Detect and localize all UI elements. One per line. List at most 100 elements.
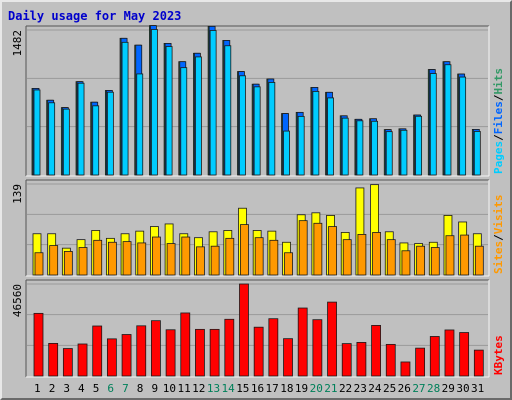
bar-sites-day-5 <box>93 239 103 276</box>
bar-pages-day-21 <box>327 97 334 176</box>
x-tick-label: 21 <box>324 382 337 395</box>
bar-kbytes-day-30 <box>459 332 470 377</box>
bar-pages-day-28 <box>429 73 437 176</box>
bar-pages-day-16 <box>253 86 261 176</box>
x-tick-label: 1 <box>34 382 41 395</box>
x-tick-label: 24 <box>368 382 382 395</box>
bar-kbytes-day-13 <box>209 328 220 377</box>
bar-kbytes-day-5 <box>92 325 103 377</box>
x-tick-label: 14 <box>222 382 236 395</box>
legend-3: KBytes <box>492 335 505 375</box>
x-tick-label: 4 <box>78 382 85 395</box>
bar-sites-day-12 <box>196 246 205 276</box>
bar-sites-day-18 <box>284 252 293 276</box>
x-tick-label: 19 <box>295 382 308 395</box>
bar-kbytes-day-4 <box>77 343 88 377</box>
bar-sites-day-25 <box>386 239 396 276</box>
bar-sites-day-4 <box>78 247 88 276</box>
bar-pages-day-27 <box>415 115 423 176</box>
bar-kbytes-day-15 <box>239 283 249 377</box>
bar-sites-day-20 <box>313 222 323 276</box>
bar-pages-day-22 <box>341 117 349 176</box>
bar-pages-day-25 <box>385 131 393 176</box>
bar-sites-day-11 <box>181 236 191 276</box>
bar-kbytes-day-25 <box>385 343 396 377</box>
bar-kbytes-day-21 <box>327 301 337 377</box>
x-tick-label: 6 <box>107 382 114 395</box>
bar-kbytes-day-16 <box>253 326 264 377</box>
legend-1: Pages/Files/Hits <box>492 68 505 174</box>
legend-item-visits: Visits <box>492 195 505 235</box>
bar-sites-day-24 <box>372 232 381 276</box>
bar-kbytes-day-11 <box>180 312 191 377</box>
bar-pages-day-14 <box>224 45 232 176</box>
x-tick-label: 9 <box>151 382 158 395</box>
bar-sites-day-26 <box>401 250 411 276</box>
bar-pages-day-8 <box>136 73 144 176</box>
legend-separator: / <box>492 94 505 101</box>
bar-kbytes-day-28 <box>429 336 440 377</box>
bar-pages-day-2 <box>48 102 56 176</box>
bar-kbytes-day-3 <box>62 348 73 377</box>
x-tick-label: 12 <box>192 382 205 395</box>
bar-kbytes-day-18 <box>283 338 293 377</box>
x-tick-label: 23 <box>354 382 367 395</box>
bar-kbytes-day-9 <box>151 320 161 377</box>
bar-pages-day-24 <box>371 120 378 176</box>
x-tick-label: 25 <box>383 382 396 395</box>
bar-sites-day-8 <box>137 242 147 276</box>
bar-pages-day-4 <box>77 82 85 176</box>
bar-pages-day-26 <box>400 129 408 176</box>
bar-pages-day-1 <box>33 89 41 176</box>
bar-pages-day-9 <box>151 29 158 176</box>
bar-kbytes-day-31 <box>473 349 484 377</box>
bar-kbytes-day-19 <box>297 307 308 377</box>
legend-item-kbytes: KBytes <box>492 335 505 375</box>
bar-pages-day-20 <box>312 91 320 176</box>
bar-kbytes-day-26 <box>400 361 411 377</box>
x-tick-label: 11 <box>177 382 190 395</box>
bar-sites-day-3 <box>63 251 73 276</box>
legend-item-sites: Sites <box>492 241 505 274</box>
legend-2: Sites/Visits <box>492 195 505 275</box>
bar-pages-day-5 <box>92 105 100 176</box>
bar-pages-day-18 <box>283 130 290 176</box>
bar-pages-day-12 <box>195 56 202 176</box>
x-tick-label: 31 <box>471 382 484 395</box>
bar-pages-day-31 <box>473 131 481 176</box>
bar-sites-day-30 <box>460 234 470 276</box>
bar-kbytes-day-29 <box>444 329 455 377</box>
bar-kbytes-day-20 <box>312 319 323 377</box>
bar-sites-day-14 <box>225 237 235 276</box>
bar-sites-day-29 <box>445 235 455 276</box>
bar-sites-day-31 <box>474 245 484 276</box>
chart-title: Daily usage for May 2023 <box>8 9 181 23</box>
bar-pages-day-15 <box>239 75 246 176</box>
bar-kbytes-day-17 <box>268 318 279 377</box>
bar-kbytes-day-8 <box>136 325 147 377</box>
bar-sites-day-10 <box>166 243 176 276</box>
bar-pages-day-11 <box>180 67 188 176</box>
bar-sites-day-27 <box>416 245 426 276</box>
bar-sites-day-1 <box>34 252 44 276</box>
x-tick-label: 16 <box>251 382 264 395</box>
bar-sites-day-13 <box>210 245 220 276</box>
bar-pages-day-7 <box>121 41 129 176</box>
bar-sites-day-15 <box>240 224 249 276</box>
bar-pages-day-6 <box>106 91 114 176</box>
bar-pages-day-13 <box>209 30 217 176</box>
legend-item-hits: Hits <box>492 68 505 95</box>
x-tick-label: 10 <box>163 382 176 395</box>
legend-separator: / <box>492 134 505 141</box>
x-tick-label: 30 <box>456 382 469 395</box>
x-tick-label: 5 <box>93 382 100 395</box>
x-tick-label: 20 <box>310 382 323 395</box>
bar-kbytes-day-1 <box>33 312 44 377</box>
bar-kbytes-day-2 <box>48 342 59 377</box>
x-tick-label: 8 <box>137 382 144 395</box>
x-tick-label: 7 <box>122 382 129 395</box>
bar-sites-day-2 <box>49 245 59 276</box>
bar-pages-day-23 <box>356 120 364 176</box>
